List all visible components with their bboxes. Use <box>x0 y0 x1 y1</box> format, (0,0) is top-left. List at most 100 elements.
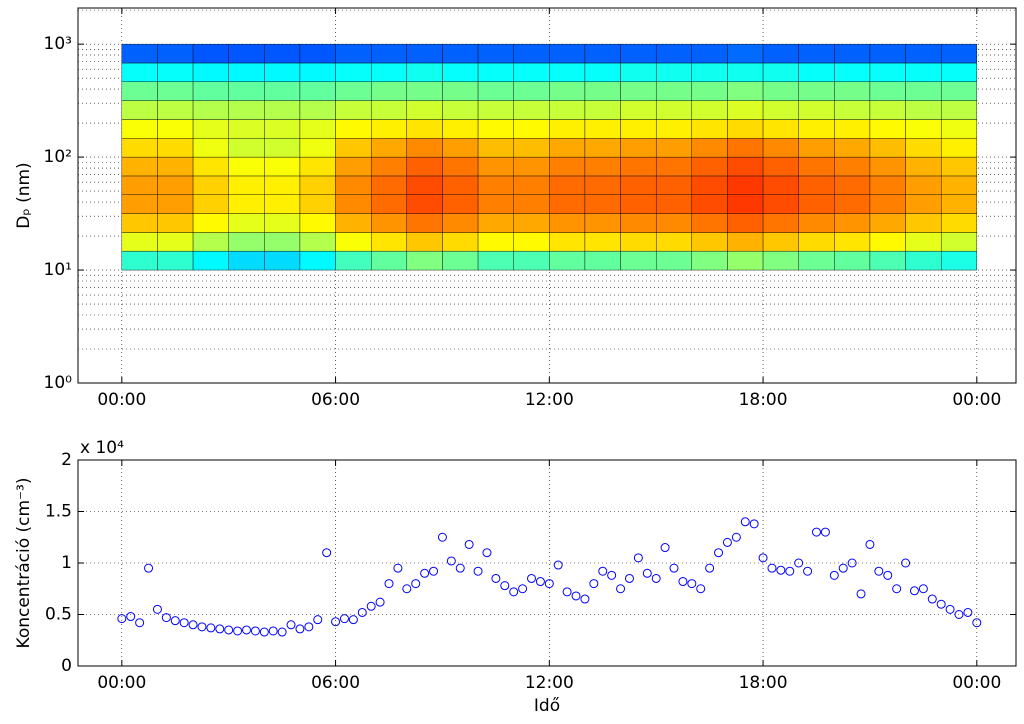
data-point <box>749 519 759 529</box>
data-point <box>571 591 581 601</box>
data-point <box>945 604 955 614</box>
heatmap-cell <box>477 62 514 83</box>
heatmap-cell <box>477 194 514 214</box>
heatmap-cell <box>442 175 479 195</box>
data-point <box>179 618 189 628</box>
heatmap-cell <box>335 232 372 252</box>
heatmap-cell <box>299 62 336 83</box>
heatmap-cell <box>620 62 657 83</box>
heatmap-cell <box>834 100 871 120</box>
heatmap-cell <box>869 175 906 195</box>
heatmap-cell <box>655 81 693 101</box>
heatmap-cell <box>157 232 194 252</box>
data-point <box>339 614 349 624</box>
heatmap-cell <box>549 250 586 271</box>
heatmap-cell <box>869 62 906 83</box>
heatmap-cell <box>691 232 728 252</box>
heatmap-cell <box>655 137 693 158</box>
heatmap-cell <box>228 119 265 139</box>
data-point <box>776 565 786 575</box>
heatmap-cell <box>655 43 693 64</box>
heatmap-cell <box>406 250 443 271</box>
data-point <box>170 616 180 626</box>
data-point <box>464 539 474 549</box>
heatmap-cell <box>192 156 229 177</box>
data-point <box>135 618 145 628</box>
heatmap-cell <box>691 119 728 139</box>
heatmap-cell <box>406 81 443 101</box>
heatmap-cell <box>584 156 621 177</box>
heatmap-cell <box>762 250 799 271</box>
heatmap-cell <box>477 119 514 139</box>
heatmap-cell <box>869 232 906 252</box>
heatmap-cell <box>228 232 265 252</box>
y-tick-label: 10¹ <box>44 260 72 280</box>
heatmap-cell <box>834 213 871 233</box>
heatmap-cell <box>727 137 764 158</box>
data-point <box>847 558 857 568</box>
data-point <box>856 589 866 599</box>
heatmap-cell <box>655 232 693 252</box>
y-axis-label: Koncentráció (cm⁻³) <box>14 478 34 649</box>
heatmap-cell <box>869 213 906 233</box>
heatmap-cell <box>584 232 621 252</box>
x-tick-label: 12:00 <box>525 673 574 693</box>
heatmap-cell <box>655 119 693 139</box>
data-point <box>535 577 545 587</box>
data-point <box>731 532 741 542</box>
heatmap-cell <box>477 81 514 101</box>
heatmap-cell <box>940 43 978 64</box>
heatmap-cell <box>477 213 514 233</box>
data-point <box>669 563 679 573</box>
heatmap-cell <box>584 81 621 101</box>
heatmap-cell <box>192 43 229 64</box>
heatmap-cell <box>477 175 514 195</box>
heatmap-cell <box>121 250 158 271</box>
heatmap-cell <box>442 137 479 158</box>
heatmap-cell <box>727 194 764 214</box>
heatmap-cell <box>442 156 479 177</box>
heatmap-cell <box>762 213 799 233</box>
heatmap-cell <box>727 119 764 139</box>
data-point <box>188 620 198 630</box>
heatmap-cell <box>798 119 835 139</box>
data-point <box>455 563 465 573</box>
data-point <box>794 558 804 568</box>
heatmap-cell <box>513 232 550 252</box>
data-point <box>420 568 430 578</box>
heatmap-cell <box>192 213 229 233</box>
heatmap-cell <box>584 175 621 195</box>
heatmap-cell <box>584 43 621 64</box>
heatmap-cell <box>299 194 336 214</box>
heatmap-cell <box>869 156 906 177</box>
heatmap-cell <box>549 194 586 214</box>
heatmap-cell <box>335 213 372 233</box>
heatmap-cell <box>513 62 550 83</box>
heatmap-cell <box>228 62 265 83</box>
heatmap-cell <box>905 137 942 158</box>
heatmap-cell <box>192 232 229 252</box>
heatmap-cell <box>691 194 728 214</box>
heatmap-cell <box>157 156 194 177</box>
heatmap-cell <box>549 43 586 64</box>
heatmap-cell <box>834 250 871 271</box>
heatmap-cell <box>655 100 693 120</box>
heatmap-cell <box>798 137 835 158</box>
heatmap-cell <box>549 119 586 139</box>
heatmap-cell <box>264 100 301 120</box>
data-point <box>544 579 554 589</box>
data-point <box>633 553 643 563</box>
data-point <box>152 604 162 614</box>
heatmap-cell <box>264 213 301 233</box>
heatmap-cell <box>264 81 301 101</box>
heatmap-cell <box>691 156 728 177</box>
data-point <box>224 625 234 635</box>
data-point <box>598 566 608 576</box>
data-point <box>117 614 127 624</box>
x-tick-label: 00:00 <box>97 673 146 693</box>
heatmap-cell <box>335 62 372 83</box>
heatmap-cell <box>834 137 871 158</box>
heatmap-cell <box>335 250 372 271</box>
heatmap-cell <box>157 81 194 101</box>
heatmap-cell <box>406 43 443 64</box>
